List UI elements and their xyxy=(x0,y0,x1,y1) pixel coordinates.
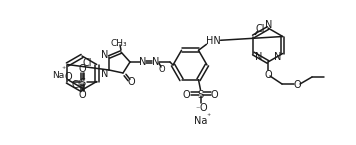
Text: O: O xyxy=(211,90,218,100)
Text: N: N xyxy=(152,57,160,67)
Text: Cl: Cl xyxy=(83,58,93,68)
Text: O: O xyxy=(264,70,272,80)
Text: Cl: Cl xyxy=(256,25,265,35)
Text: O: O xyxy=(65,71,73,81)
Text: N: N xyxy=(255,51,262,61)
Text: O: O xyxy=(293,80,301,90)
Text: CH₃: CH₃ xyxy=(111,39,127,48)
Text: O: O xyxy=(79,65,87,75)
Text: ⁺: ⁺ xyxy=(206,112,210,121)
Text: N: N xyxy=(101,69,109,79)
Text: N: N xyxy=(274,51,281,61)
Text: ⁺: ⁺ xyxy=(62,65,66,74)
Text: O: O xyxy=(159,66,165,75)
Text: O: O xyxy=(183,90,190,100)
Text: Na: Na xyxy=(194,116,207,126)
Text: HN: HN xyxy=(206,36,221,46)
Text: ⁻: ⁻ xyxy=(195,104,200,113)
Text: Cl: Cl xyxy=(72,79,81,89)
Text: O: O xyxy=(127,77,135,87)
Text: N: N xyxy=(101,50,109,60)
Text: Na: Na xyxy=(53,71,65,80)
Text: N: N xyxy=(139,57,147,67)
Text: S: S xyxy=(198,90,204,100)
Text: O: O xyxy=(79,90,87,100)
Text: N: N xyxy=(265,20,273,30)
Text: O: O xyxy=(200,103,207,113)
Text: S: S xyxy=(80,77,86,87)
